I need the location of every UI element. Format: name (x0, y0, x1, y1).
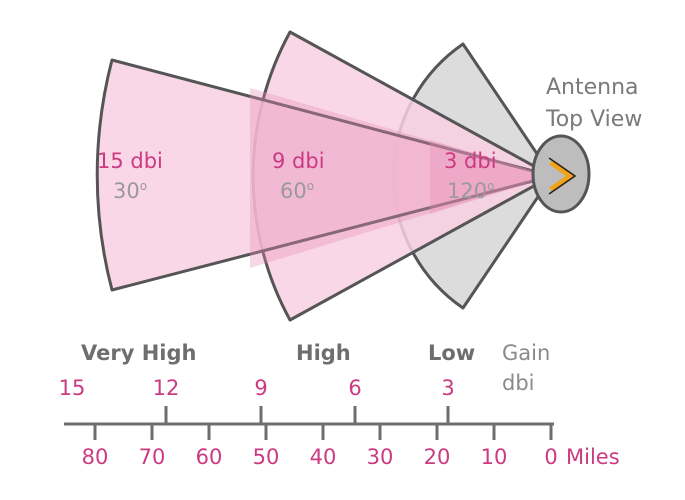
category-label: Very High (81, 341, 196, 365)
mile-tick-label: 70 (139, 445, 166, 469)
lobe-angle-label: 60o (280, 179, 314, 203)
mile-tick-label: 60 (196, 445, 223, 469)
lobe-gain-label: 3 dbi (444, 149, 497, 173)
lobe-gain-label: 9 dbi (272, 149, 325, 173)
lobe-angle-label: 120o (447, 179, 494, 203)
distance-axis: 15 12 9 6 3 80 70 60 50 40 30 20 10 0 (59, 376, 558, 469)
gain-tick-label: 9 (254, 376, 267, 400)
category-label: Low (428, 341, 475, 365)
lobe-angle-label: 30o (113, 179, 147, 203)
mile-tick-label: 50 (253, 445, 280, 469)
gain-tick-label: 3 (441, 376, 454, 400)
category-label: High (296, 341, 351, 365)
antenna-direction-icon (549, 159, 577, 193)
mile-tick-label: 20 (424, 445, 451, 469)
mile-tick-label: 80 (82, 445, 109, 469)
mile-tick-group: 80 70 60 50 40 30 20 10 0 (82, 424, 558, 469)
lobe-gain-label: 15 dbi (97, 149, 163, 173)
antenna-title-line2: Top View (545, 107, 642, 132)
antenna-body (531, 134, 591, 214)
gain-tick-label: 12 (153, 376, 180, 400)
lobe-very-high-gain (95, 58, 554, 292)
gain-tick-group: 15 12 9 6 3 (59, 376, 455, 424)
mile-tick-label: 30 (367, 445, 394, 469)
antenna-direction-outline (548, 157, 577, 195)
gain-axis-title-line1: Gain (502, 341, 550, 365)
antenna-title-line1: Antenna (546, 75, 639, 100)
gain-tick-label: 15 (59, 376, 86, 400)
gain-axis-title-line2: dbi (502, 371, 535, 395)
gain-tick-label: 6 (348, 376, 361, 400)
lobe-overlap-core (430, 140, 552, 214)
mile-tick-label: 10 (481, 445, 508, 469)
mile-tick-label: 40 (310, 445, 337, 469)
lobe-overlap-shade (250, 88, 552, 268)
mile-tick-label: 0 (544, 445, 557, 469)
miles-unit-label: Miles (566, 445, 620, 469)
